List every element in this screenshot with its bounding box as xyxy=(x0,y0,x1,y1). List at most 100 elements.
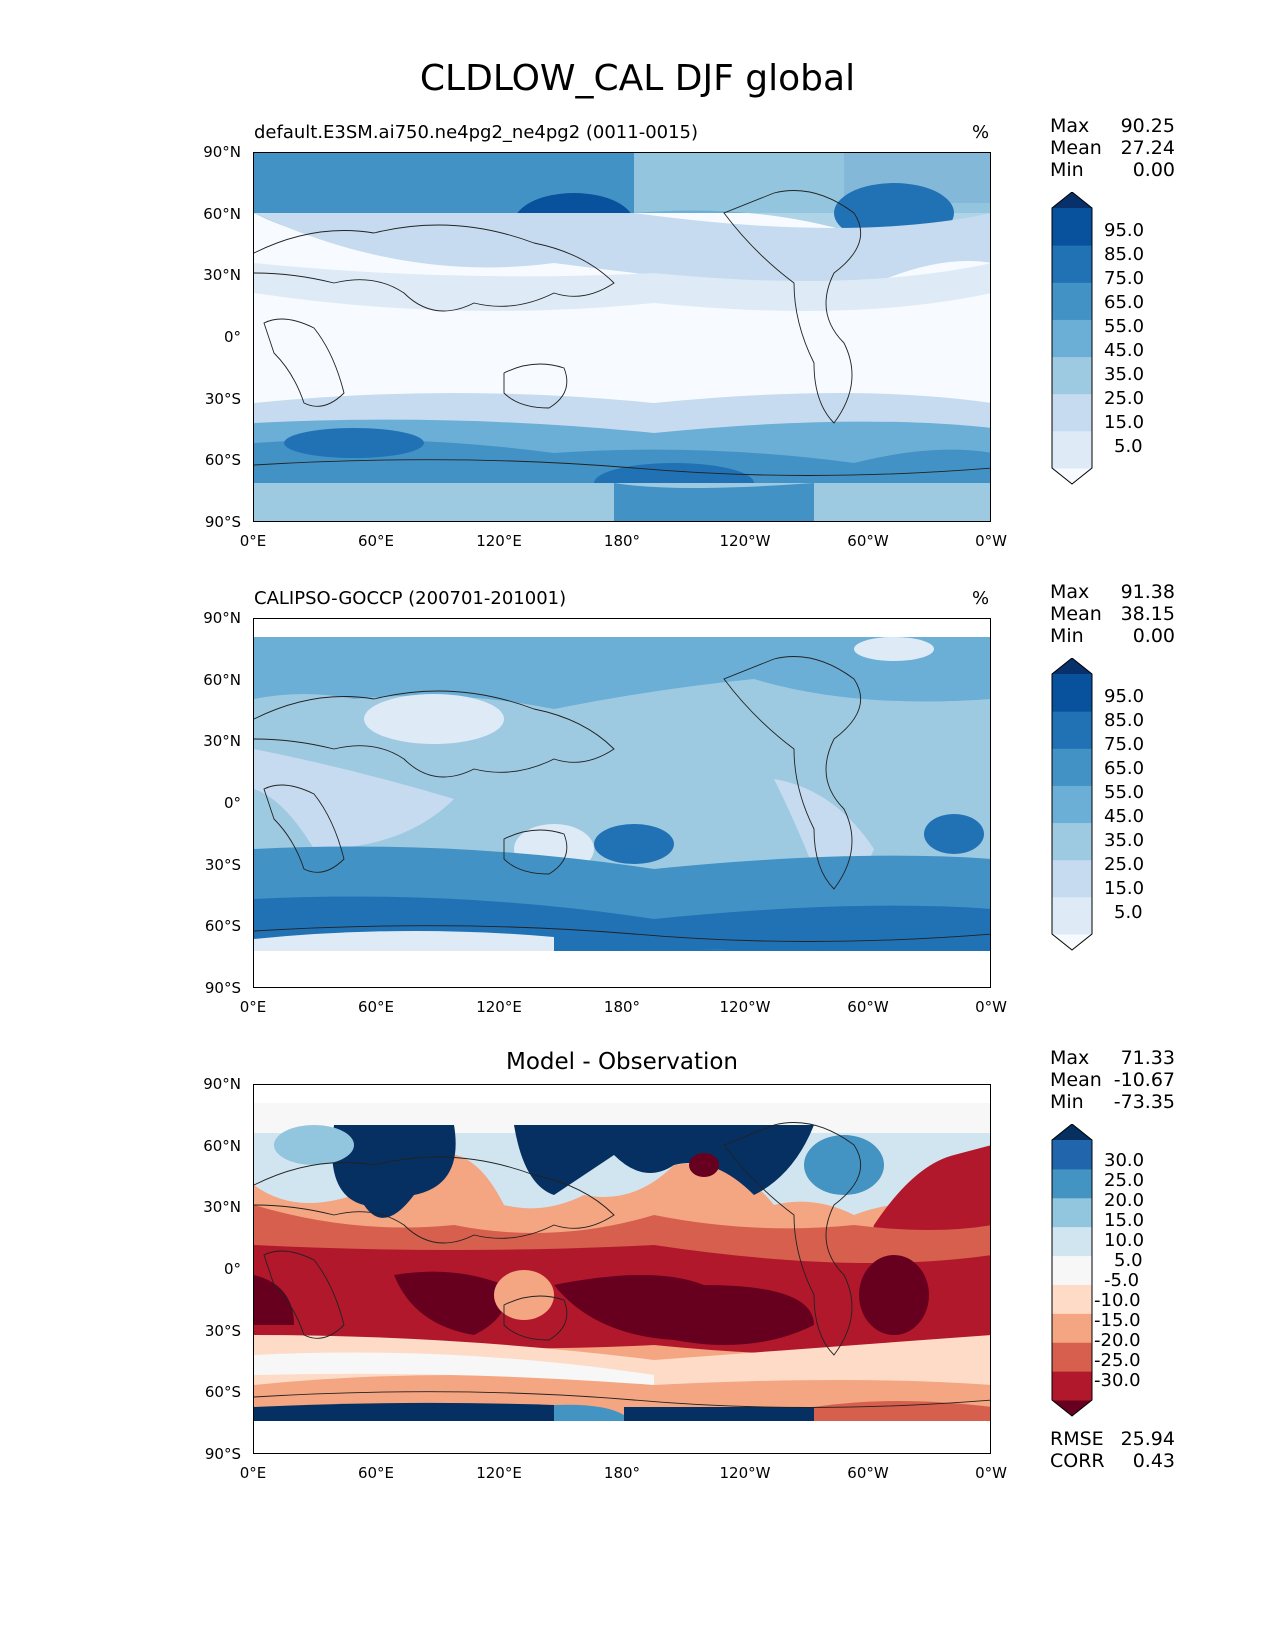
panel-unit: % xyxy=(972,122,990,143)
colorbar-tick: 95.0 xyxy=(1104,686,1145,707)
colorbar-tick: 35.0 xyxy=(1104,830,1145,851)
colorbar-segment xyxy=(1052,430,1092,469)
lon-label: 180° xyxy=(603,1464,641,1482)
map-model-field xyxy=(254,153,990,521)
stat-label: Mean xyxy=(1050,1069,1102,1091)
lat-label: 60°N xyxy=(203,1137,241,1155)
lon-label: 60°W xyxy=(847,532,889,550)
metric-corr: 0.43 xyxy=(1132,1450,1175,1472)
lon-label: 60°W xyxy=(847,998,889,1016)
colorbar-tick: 65.0 xyxy=(1104,292,1145,313)
colorbar-tick: 20.0 xyxy=(1104,1190,1145,1211)
panel-title: Model - Observation xyxy=(505,1049,739,1075)
colorbar-tick: 15.0 xyxy=(1104,412,1145,433)
map-difference xyxy=(253,1084,991,1454)
colorbar-segment xyxy=(1052,282,1092,320)
stats-block: Max 90.25 Mean 27.24 Min 0.00 xyxy=(1050,115,1175,181)
lon-label: 180° xyxy=(603,532,641,550)
lat-label: 90°S xyxy=(204,1445,241,1463)
colorbar-segment xyxy=(1052,1284,1092,1314)
lon-label: 120°W xyxy=(719,1464,771,1482)
lat-label: 30°S xyxy=(204,1322,241,1340)
colorbar-tick: -20.0 xyxy=(1094,1330,1141,1351)
metric-label: CORR xyxy=(1050,1450,1105,1472)
lat-label: 90°N xyxy=(203,1075,241,1093)
colorbar xyxy=(1050,1123,1094,1424)
colorbar-tick: 75.0 xyxy=(1104,734,1145,755)
lat-label: 60°S xyxy=(204,917,241,935)
colorbar-outline xyxy=(1051,191,1093,485)
colorbar-tick: -10.0 xyxy=(1094,1290,1141,1311)
colorbar-segment xyxy=(1052,1313,1092,1343)
colorbar-tick: 85.0 xyxy=(1104,244,1145,265)
colorbar-tick: 25.0 xyxy=(1104,1170,1145,1191)
stat-label: Max xyxy=(1050,1047,1090,1069)
lat-label: 60°N xyxy=(203,671,241,689)
colorbar-segment xyxy=(1052,711,1092,749)
lon-label: 0°W xyxy=(975,532,1007,550)
colorbar-extension-low xyxy=(1052,1400,1092,1416)
colorbar-extension-high xyxy=(1052,192,1092,208)
stat-max: 91.38 xyxy=(1120,581,1175,603)
colorbar-tick: 15.0 xyxy=(1104,1210,1145,1231)
lat-label: 90°N xyxy=(203,143,241,161)
map-observation xyxy=(253,618,991,988)
colorbar-tick: -5.0 xyxy=(1104,1270,1140,1291)
stat-mean: -10.67 xyxy=(1113,1069,1175,1091)
colorbar-segment xyxy=(1052,208,1092,246)
stat-label: Mean xyxy=(1050,603,1102,625)
stat-max: 90.25 xyxy=(1120,115,1175,137)
colorbar-segment xyxy=(1052,785,1092,824)
colorbar-tick: 5.0 xyxy=(1114,902,1143,923)
lon-label: 120°W xyxy=(719,998,771,1016)
colorbar-outline xyxy=(1051,657,1093,951)
colorbar-tick: -15.0 xyxy=(1094,1310,1141,1331)
colorbar-tick: 85.0 xyxy=(1104,710,1145,731)
lon-label: 60°E xyxy=(357,1464,395,1482)
stat-label: Min xyxy=(1050,625,1084,647)
panel-title: default.E3SM.ai750.ne4pg2_ne4pg2 (0011-0… xyxy=(254,122,699,143)
lon-label: 0°E xyxy=(239,998,267,1016)
colorbar-segment xyxy=(1052,674,1092,712)
colorbar-segment xyxy=(1052,1342,1092,1372)
colorbar-segment xyxy=(1052,245,1092,283)
colorbar-segment xyxy=(1052,748,1092,786)
map-model xyxy=(253,152,991,522)
lat-label: 60°S xyxy=(204,1383,241,1401)
colorbar-tick: 5.0 xyxy=(1114,1250,1143,1271)
stats-block: Max 71.33 Mean -10.67 Min -73.35 xyxy=(1050,1047,1175,1113)
colorbar-tick: 75.0 xyxy=(1104,268,1145,289)
colorbar-tick: -30.0 xyxy=(1094,1370,1141,1391)
stat-min: 0.00 xyxy=(1132,625,1175,647)
lon-label: 0°E xyxy=(239,1464,267,1482)
colorbar-segment xyxy=(1052,1255,1092,1285)
lon-label: 120°E xyxy=(476,1464,522,1482)
colorbar-tick: 55.0 xyxy=(1104,782,1145,803)
lon-label: 60°E xyxy=(357,998,395,1016)
colorbar-extension-low xyxy=(1052,934,1092,950)
lat-label: 90°N xyxy=(203,609,241,627)
colorbar-tick: 30.0 xyxy=(1104,1150,1145,1171)
colorbar-tick: 95.0 xyxy=(1104,220,1145,241)
lat-label: 90°S xyxy=(204,513,241,531)
colorbar-tick: 25.0 xyxy=(1104,388,1145,409)
stat-label: Min xyxy=(1050,1091,1084,1113)
colorbar-tick: 35.0 xyxy=(1104,364,1145,385)
metric-label: RMSE xyxy=(1050,1428,1104,1450)
lon-label: 120°E xyxy=(476,998,522,1016)
lat-label: 30°N xyxy=(203,266,241,284)
colorbar xyxy=(1050,657,1094,958)
colorbar-extension-low xyxy=(1052,468,1092,484)
stat-label: Min xyxy=(1050,159,1084,181)
colorbar-extension-high xyxy=(1052,1124,1092,1140)
map-difference-field xyxy=(254,1085,990,1453)
colorbar-tick: 15.0 xyxy=(1104,878,1145,899)
colorbar-tick: 25.0 xyxy=(1104,854,1145,875)
panel-unit: % xyxy=(972,588,990,609)
stat-label: Max xyxy=(1050,115,1090,137)
lon-label: 0°E xyxy=(239,532,267,550)
lon-label: 180° xyxy=(603,998,641,1016)
stat-label: Mean xyxy=(1050,137,1102,159)
map-observation-field xyxy=(254,619,990,987)
lat-label: 0° xyxy=(223,1260,241,1278)
